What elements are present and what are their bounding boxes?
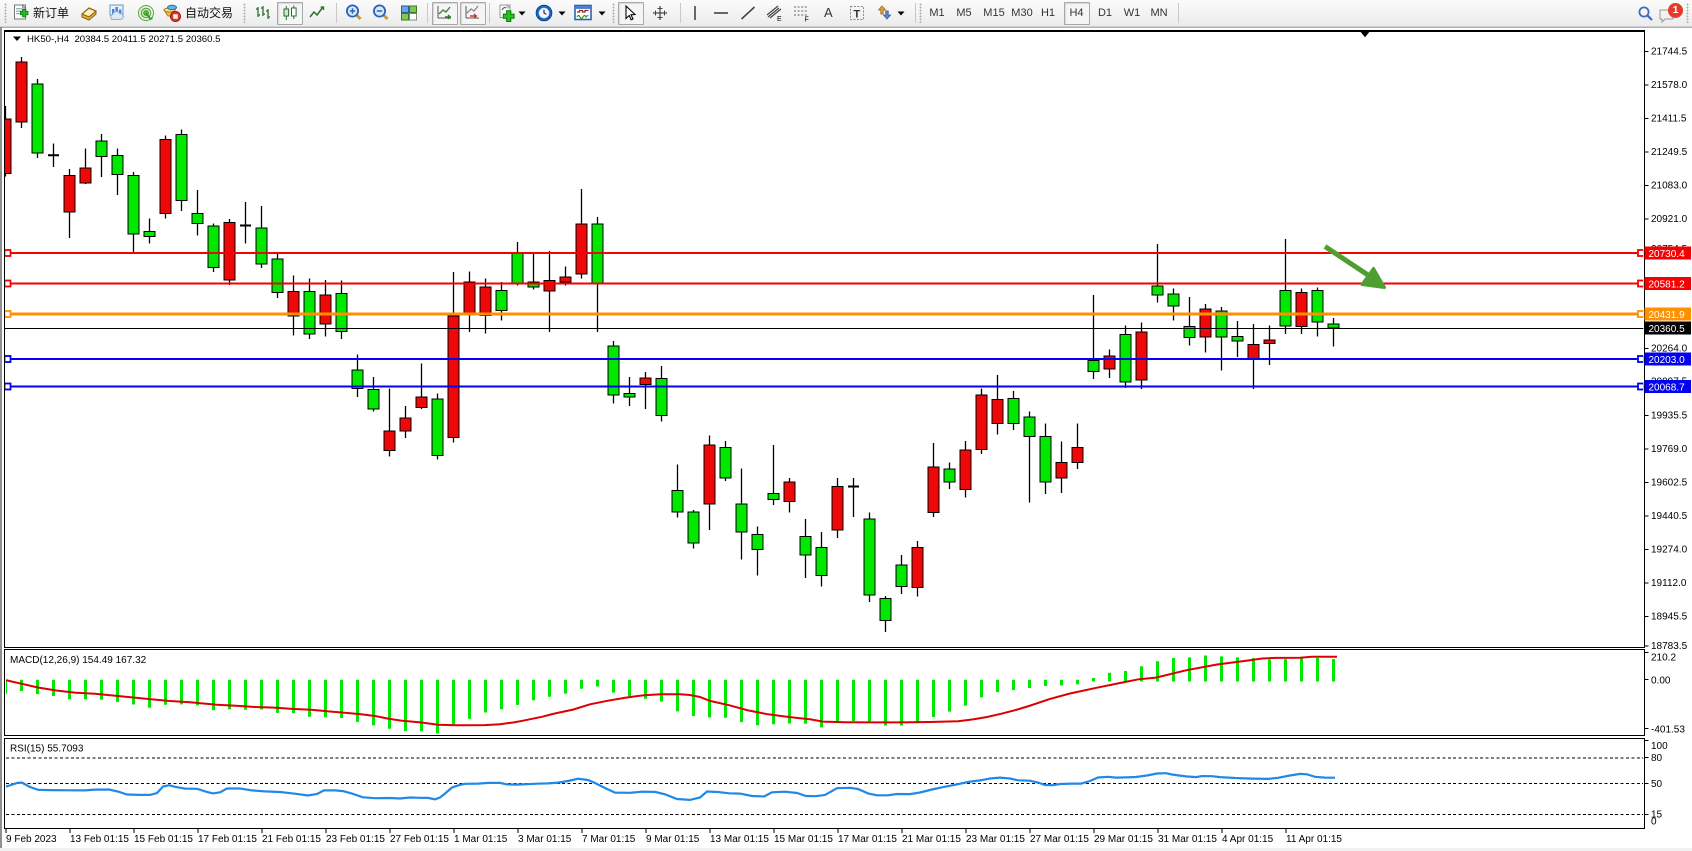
svg-text:F: F <box>805 17 809 23</box>
svg-text:15: 15 <box>1651 810 1663 821</box>
svg-text:210.2: 210.2 <box>1651 653 1676 664</box>
svg-text:RSI(15) 55.7093: RSI(15) 55.7093 <box>10 744 84 755</box>
svg-text:MACD(12,26,9) 154.49 167.32: MACD(12,26,9) 154.49 167.32 <box>10 655 147 666</box>
svg-text:29 Mar 01:15: 29 Mar 01:15 <box>1094 834 1153 845</box>
svg-text:21744.5: 21744.5 <box>1651 47 1688 58</box>
svg-text:-401.53: -401.53 <box>1651 725 1685 736</box>
svg-text:19274.0: 19274.0 <box>1651 545 1688 556</box>
svg-text:27 Feb 01:15: 27 Feb 01:15 <box>390 834 449 845</box>
svg-text:HK50-,H4 20384.5 20411.5 2027: HK50-,H4 20384.5 20411.5 20271.5 20360.5 <box>27 34 220 45</box>
svg-text:21249.5: 21249.5 <box>1651 147 1688 158</box>
svg-text:19112.0: 19112.0 <box>1651 578 1687 589</box>
svg-text:13 Mar 01:15: 13 Mar 01:15 <box>710 834 769 845</box>
svg-text:19769.0: 19769.0 <box>1651 444 1688 455</box>
svg-text:21578.0: 21578.0 <box>1651 80 1688 91</box>
svg-text:1 Mar 01:15: 1 Mar 01:15 <box>454 834 508 845</box>
svg-text:T: T <box>854 9 861 21</box>
svg-text:20921.0: 20921.0 <box>1651 214 1688 225</box>
svg-text:13 Feb 01:15: 13 Feb 01:15 <box>70 834 129 845</box>
svg-text:15 Feb 01:15: 15 Feb 01:15 <box>134 834 193 845</box>
svg-text:17 Feb 01:15: 17 Feb 01:15 <box>198 834 257 845</box>
svg-text:21411.5: 21411.5 <box>1651 114 1687 125</box>
svg-text:21 Mar 01:15: 21 Mar 01:15 <box>902 834 961 845</box>
svg-text:23 Mar 01:15: 23 Mar 01:15 <box>966 834 1025 845</box>
svg-text:20264.0: 20264.0 <box>1651 344 1688 355</box>
svg-text:20360.5: 20360.5 <box>1649 324 1686 335</box>
svg-text:0.00: 0.00 <box>1651 676 1671 687</box>
svg-text:27 Mar 01:15: 27 Mar 01:15 <box>1030 834 1089 845</box>
svg-text:31 Mar 01:15: 31 Mar 01:15 <box>1158 834 1217 845</box>
svg-text:23 Feb 01:15: 23 Feb 01:15 <box>326 834 385 845</box>
svg-text:21 Feb 01:15: 21 Feb 01:15 <box>262 834 321 845</box>
svg-text:20581.2: 20581.2 <box>1649 280 1686 291</box>
svg-text:4 Apr 01:15: 4 Apr 01:15 <box>1222 834 1274 845</box>
svg-text:11 Apr 01:15: 11 Apr 01:15 <box>1286 834 1342 845</box>
svg-text:0: 0 <box>1651 817 1657 828</box>
svg-text:9 Mar 01:15: 9 Mar 01:15 <box>646 834 700 845</box>
svg-text:19440.5: 19440.5 <box>1651 511 1688 522</box>
svg-text:3 Mar 01:15: 3 Mar 01:15 <box>518 834 572 845</box>
svg-text:100: 100 <box>1651 741 1668 752</box>
svg-text:7 Mar 01:15: 7 Mar 01:15 <box>582 834 636 845</box>
svg-text:9 Feb 2023: 9 Feb 2023 <box>6 834 57 845</box>
svg-text:E: E <box>777 16 782 22</box>
svg-text:18945.5: 18945.5 <box>1651 612 1688 623</box>
svg-text:18783.5: 18783.5 <box>1651 641 1688 652</box>
svg-text:20431.9: 20431.9 <box>1649 310 1686 321</box>
svg-text:17 Mar 01:15: 17 Mar 01:15 <box>838 834 897 845</box>
svg-text:21083.0: 21083.0 <box>1651 181 1688 192</box>
svg-text:15 Mar 01:15: 15 Mar 01:15 <box>774 834 833 845</box>
svg-text:19602.5: 19602.5 <box>1651 478 1688 489</box>
svg-text:20068.7: 20068.7 <box>1649 383 1686 394</box>
svg-text:50: 50 <box>1651 779 1663 790</box>
svg-text:80: 80 <box>1651 753 1663 764</box>
svg-text:20203.0: 20203.0 <box>1649 355 1686 366</box>
svg-text:19935.5: 19935.5 <box>1651 411 1688 422</box>
svg-text:20730.4: 20730.4 <box>1649 249 1686 260</box>
